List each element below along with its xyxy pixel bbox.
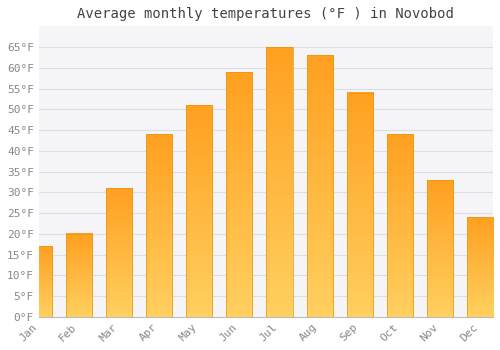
Title: Average monthly temperatures (°F ) in Novobod: Average monthly temperatures (°F ) in No… — [78, 7, 454, 21]
Bar — [106, 188, 132, 317]
Bar — [306, 55, 332, 317]
Bar — [427, 180, 453, 317]
Bar — [346, 93, 372, 317]
Bar — [266, 47, 292, 317]
Bar — [66, 234, 92, 317]
Bar — [387, 134, 413, 317]
Bar — [186, 105, 212, 317]
Bar — [26, 246, 52, 317]
Bar — [467, 217, 493, 317]
Bar — [226, 72, 252, 317]
Bar — [146, 134, 172, 317]
